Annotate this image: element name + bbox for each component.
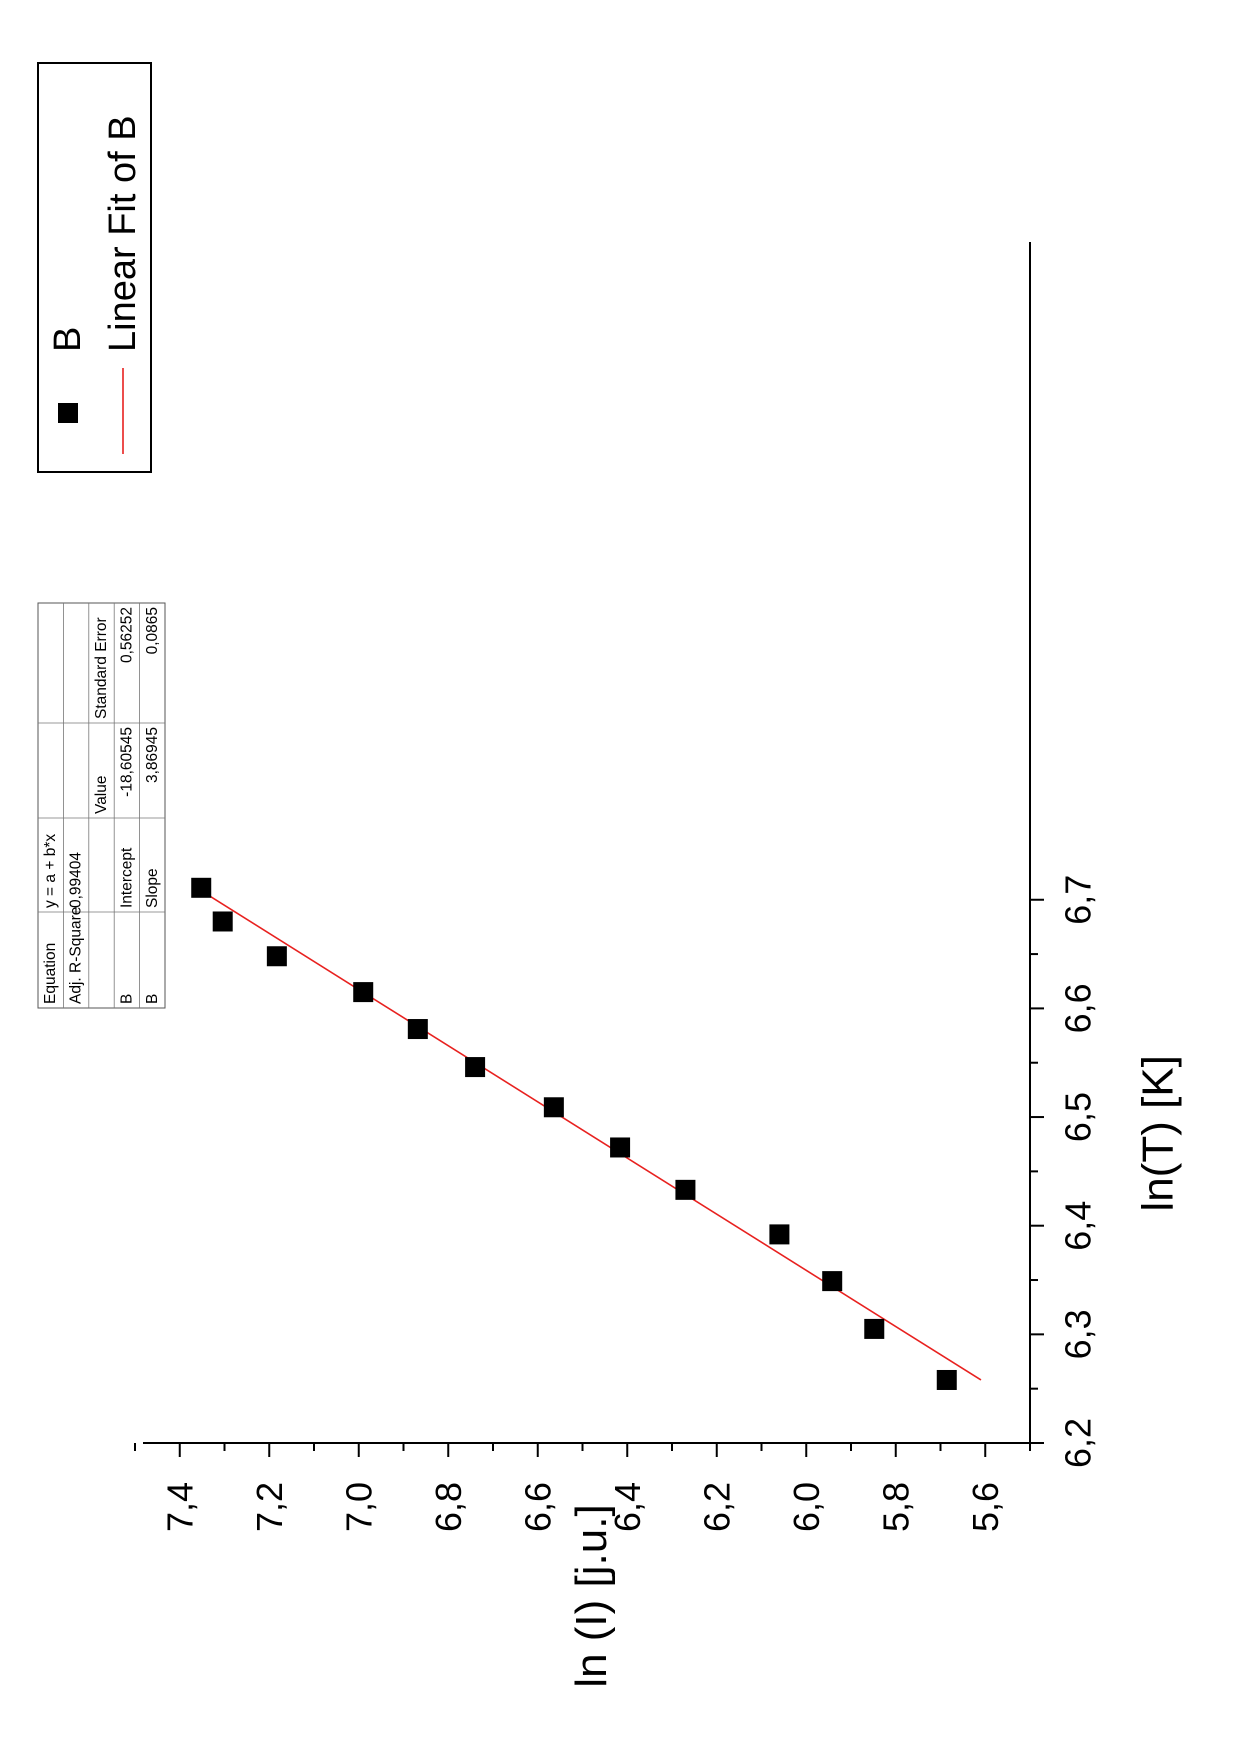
data-point bbox=[769, 1224, 790, 1245]
legend: B Linear Fit of B bbox=[37, 62, 152, 473]
fit-table-cell: Value bbox=[93, 776, 110, 815]
fit-table-cell: B bbox=[144, 994, 161, 1004]
x-tick-label: 6,7 bbox=[1058, 875, 1099, 925]
data-point bbox=[864, 1318, 885, 1339]
y-tick-label: 7,0 bbox=[338, 1482, 379, 1532]
legend-label-b: B bbox=[47, 327, 89, 352]
y-axis-title: ln (I) [j.u.] bbox=[567, 1504, 616, 1687]
data-point bbox=[353, 982, 374, 1003]
fit-line bbox=[196, 887, 982, 1381]
x-tick-label: 6,5 bbox=[1058, 1092, 1099, 1142]
y-tick-label: 6,6 bbox=[517, 1482, 558, 1532]
data-point bbox=[407, 1019, 428, 1040]
x-tick-label: 6,6 bbox=[1058, 983, 1099, 1033]
data-point bbox=[212, 911, 233, 932]
fit-table-cell: y = a + b*x bbox=[42, 834, 59, 908]
y-tick-label: 7,4 bbox=[159, 1482, 200, 1532]
data-point bbox=[191, 877, 212, 898]
y-tick-label: 6,4 bbox=[607, 1482, 648, 1532]
y-tick-label: 6,8 bbox=[428, 1482, 469, 1532]
y-tick-label: 6,0 bbox=[786, 1482, 827, 1532]
y-tick-label: 5,6 bbox=[965, 1482, 1006, 1532]
legend-label-fit: Linear Fit of B bbox=[102, 115, 144, 352]
fit-table-cell: 0,56252 bbox=[118, 607, 135, 663]
data-point bbox=[822, 1271, 843, 1292]
data-point bbox=[675, 1179, 696, 1200]
data-point bbox=[266, 946, 287, 967]
data-point bbox=[610, 1137, 631, 1158]
fit-table-cell: 0,99404 bbox=[68, 852, 85, 908]
fit-table-cell: 0,0865 bbox=[144, 607, 161, 654]
y-tick-label: 5,8 bbox=[875, 1482, 916, 1532]
fit-table-cell: Standard Error bbox=[93, 617, 110, 719]
y-tick-label: 6,2 bbox=[696, 1482, 737, 1532]
fit-table-cell: 3,86945 bbox=[144, 727, 161, 783]
data-point bbox=[465, 1057, 486, 1078]
y-tick-label: 7,2 bbox=[249, 1482, 290, 1532]
fit-table-cell: Intercept bbox=[118, 847, 135, 908]
fit-table-cell: Slope bbox=[144, 868, 161, 908]
fit-table-cell: Equation bbox=[42, 943, 59, 1004]
fit-table-cell: -18,60545 bbox=[118, 727, 135, 797]
fit-table-border bbox=[37, 602, 166, 1009]
x-tick-label: 6,4 bbox=[1058, 1201, 1099, 1251]
data-point bbox=[936, 1369, 957, 1390]
x-tick-label: 6,3 bbox=[1058, 1309, 1099, 1359]
x-tick-label: 6,2 bbox=[1058, 1418, 1099, 1468]
plot-layer: 6,2 6,3 6,4 6,5 6,6 6,7 5,6 5,8 6,0 6,2 6,4 6,6 6,8 7… bbox=[37, 62, 1183, 1688]
data-point bbox=[543, 1097, 564, 1118]
legend-marker-square bbox=[58, 403, 78, 423]
fit-table-cell: B bbox=[118, 994, 135, 1004]
fit-table-cell: Adj. R-Square bbox=[68, 907, 85, 1004]
x-axis-title: ln(T) [K] bbox=[1134, 1055, 1183, 1211]
